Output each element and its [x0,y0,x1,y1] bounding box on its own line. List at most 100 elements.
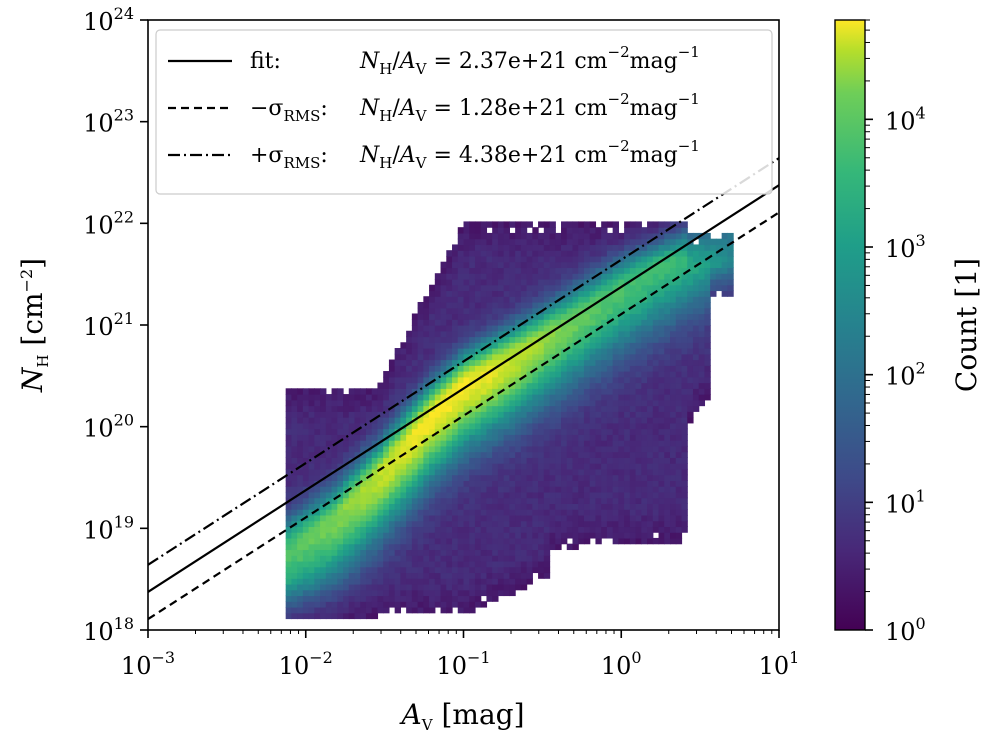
heatmap-cell [681,325,688,332]
heatmap-cell [337,399,344,407]
heatmap-cell [664,428,671,435]
heatmap-cell [429,336,436,343]
heatmap-cell [469,411,476,418]
heatmap-cell [647,537,654,545]
heatmap-cell [463,284,470,292]
heatmap-cell [509,560,516,568]
heatmap-cell [641,411,648,418]
heatmap-cell [578,255,585,263]
heatmap-cell [371,422,379,430]
heatmap-cell [492,595,499,602]
heatmap-cell [469,549,476,556]
heatmap-cell [486,278,493,286]
heatmap-cell [670,451,677,458]
heatmap-cell [612,532,619,539]
heatmap-cell [325,417,333,424]
heatmap-cell [486,514,493,522]
heatmap-cell [371,549,379,556]
heatmap-cell [325,612,333,620]
heatmap-cell [308,491,315,499]
heatmap-cell [406,348,413,355]
heatmap-cell [543,428,551,435]
heatmap-cell [434,595,442,602]
heatmap-cell [641,514,648,522]
heatmap-cell [681,411,688,418]
heatmap-cell [549,238,556,246]
heatmap-cell [371,388,379,395]
heatmap-cell [635,417,642,424]
heatmap-cell [675,411,683,418]
heatmap-cell [526,457,533,464]
heatmap-cell [348,601,356,608]
heatmap-cell [411,382,419,389]
heatmap-cell [624,440,631,447]
heatmap-cell [566,422,574,430]
heatmap-cell [652,290,660,297]
heatmap-cell [675,313,683,320]
heatmap-cell [561,491,568,499]
heatmap-cell [687,330,694,338]
heatmap-cell [302,595,310,602]
heatmap-cell [440,382,447,389]
heatmap-cell [538,278,545,286]
heatmap-cell [612,514,619,522]
heatmap-cell [383,486,390,493]
heatmap-cell [446,342,453,349]
heatmap-cell [411,342,419,349]
heatmap-cell [486,336,493,343]
heatmap-cell [285,560,293,568]
heatmap-cell [354,549,361,556]
heatmap-cell [675,307,683,315]
heatmap-cell [503,244,510,251]
heatmap-cell [474,555,482,562]
heatmap-cell [377,428,384,435]
heatmap-cell [285,388,293,395]
heatmap-cell [635,238,642,246]
heatmap-cell [400,532,407,539]
heatmap-cell [452,589,459,597]
heatmap-cell [308,497,315,504]
heatmap-cell [348,480,356,487]
heatmap-cell [457,509,465,516]
heatmap-cell [486,434,493,441]
heatmap-cell [589,480,597,487]
heatmap-cell [503,261,510,269]
heatmap-cell [606,365,614,372]
heatmap-cell [440,330,447,338]
heatmap-cell [520,221,528,228]
heatmap-cell [440,376,447,384]
heatmap-cell [601,520,608,528]
heatmap-cell [624,227,631,234]
heatmap-cell [670,290,677,297]
heatmap-cell [486,365,493,372]
heatmap-cell [520,497,528,504]
heatmap-cell [463,359,470,366]
heatmap-cell [572,232,579,240]
heatmap-cell [417,359,424,366]
heatmap-cell [503,497,510,504]
heatmap-cell [549,468,556,476]
heatmap-cell [624,244,631,251]
heatmap-cell [469,520,476,528]
heatmap-cell [463,417,470,424]
heatmap-cell [595,290,602,297]
heatmap-cell [474,394,482,401]
heatmap-cell [314,537,321,545]
heatmap-cell [566,486,574,493]
heatmap-cell [532,526,539,533]
heatmap-cell [515,572,522,579]
heatmap-cell [538,480,545,487]
heatmap-cell [658,474,665,481]
heatmap-cell [486,284,493,292]
heatmap-cell [692,290,700,297]
heatmap-cell [400,474,407,481]
heatmap-cell [538,405,545,412]
heatmap-cell [337,428,344,435]
heatmap-cell [383,394,390,401]
heatmap-cell [320,520,327,528]
heatmap-cell [520,549,528,556]
heatmap-cell [612,261,619,269]
heatmap-cell [434,526,442,533]
heatmap-cell [434,348,442,355]
heatmap-cell [434,520,442,528]
